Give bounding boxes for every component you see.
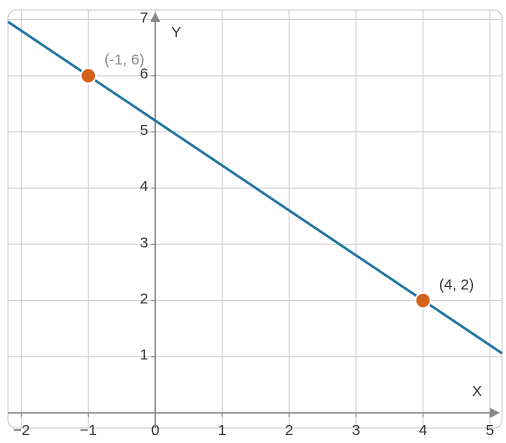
x-tick-label: 0 [151, 422, 159, 438]
point-label: (4, 2) [439, 276, 474, 293]
x-tick-label: 2 [285, 422, 293, 438]
y-tick-label: 7 [140, 10, 148, 27]
y-tick-label: 3 [140, 234, 148, 251]
y-tick-label: 6 [140, 66, 148, 83]
x-axis-label: X [472, 383, 482, 400]
point [414, 292, 432, 309]
y-tick-label: 2 [140, 290, 148, 307]
y-tick-label: 4 [140, 178, 148, 195]
x-tick-label: −2 [13, 422, 30, 438]
point-label: (-1, 6) [104, 52, 144, 69]
y-tick-label: 1 [140, 347, 148, 364]
plot-border [7, 9, 503, 429]
x-tick-label: −1 [80, 422, 97, 438]
y-axis-arrow [150, 12, 161, 22]
y-tick-label: 5 [140, 122, 148, 139]
x-axis-arrow [490, 407, 500, 418]
x-tick-label: 5 [486, 422, 494, 438]
x-tick-label: 3 [352, 422, 360, 438]
x-tick-label: 1 [218, 422, 226, 438]
x-tick-label: 4 [419, 422, 427, 438]
y-axis-label: Y [171, 24, 181, 41]
point [80, 67, 97, 84]
